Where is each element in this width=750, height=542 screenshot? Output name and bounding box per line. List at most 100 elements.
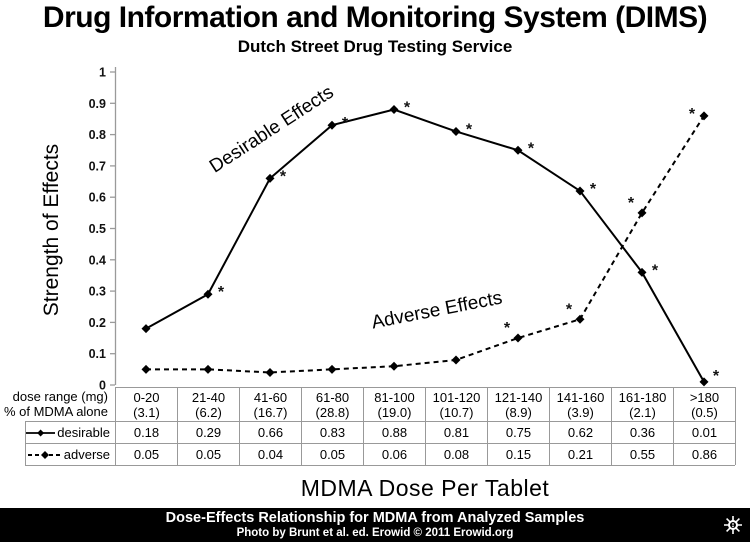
adverse-marker	[327, 364, 337, 374]
adverse-value-cell: 0.05	[319, 447, 346, 462]
adverse-value-cell: 0.08	[443, 447, 470, 462]
adverse-value-cell: 0.21	[567, 447, 594, 462]
dose-pct-value: (10.7)	[439, 404, 474, 420]
dose-range-value: 21-40	[191, 389, 226, 405]
table-border	[301, 387, 302, 465]
dose-pct-value: (3.1)	[133, 404, 160, 420]
desirable-value-cell: 0.36	[629, 425, 656, 440]
significance-asterisk: *	[713, 368, 720, 385]
adverse-value-cell: 0.05	[133, 447, 160, 462]
desirable-line	[145, 108, 705, 383]
pct-mdma-label: % of MDMA alone	[3, 404, 108, 419]
dose-range-value: 121-140	[494, 389, 543, 405]
page-subtitle: Dutch Street Drug Testing Service	[237, 37, 513, 56]
banner-credit: Photo by Brunt et al. ed. Erowid © 2011 …	[236, 527, 514, 539]
desirable-value-cell: 0.18	[133, 425, 160, 440]
erowid-sun-icon	[723, 515, 743, 535]
table-border	[363, 387, 364, 465]
desirable-marker	[637, 267, 647, 277]
desirable-value-cell: 0.81	[443, 425, 470, 440]
desirable-value-cell: 0.62	[567, 425, 594, 440]
significance-asterisk: *	[404, 100, 411, 117]
dose-row-header: dose range (mg) % of MDMA alone	[0, 387, 113, 421]
dose-column-header: 0-20 (3.1)	[116, 388, 177, 421]
adverse-marker	[389, 361, 399, 371]
dose-column-header: 61-80 (28.8)	[302, 388, 363, 421]
dose-pct-value: (19.0)	[377, 404, 412, 420]
dose-column-header: 101-120 (10.7)	[426, 388, 487, 421]
footer-banner: Dose-Effects Relationship for MDMA from …	[0, 508, 750, 542]
y-tick-label: 0.8	[89, 128, 106, 142]
significance-asterisk: *	[466, 121, 473, 138]
table-border	[487, 387, 488, 465]
adverse-marker	[451, 355, 461, 365]
dose-pct-value: (2.1)	[629, 404, 656, 420]
dose-column-header: >180 (0.5)	[674, 388, 735, 421]
dose-column-header: 161-180 (2.1)	[612, 388, 673, 421]
adverse-marker	[699, 111, 709, 121]
desirable-value-cell: 0.66	[257, 425, 284, 440]
significance-asterisk: *	[342, 115, 349, 132]
adverse-marker	[513, 333, 523, 343]
table-border	[25, 443, 735, 444]
y-axis-title: Strength of Effects	[40, 143, 63, 317]
desirable-marker	[575, 186, 585, 196]
significance-asterisk: *	[652, 262, 659, 279]
dose-range-value: 61-80	[315, 389, 350, 405]
adverse-legend: adverse	[26, 444, 114, 465]
table-border	[177, 387, 178, 465]
dose-range-value: 0-20	[133, 389, 160, 405]
desirable-value-cell: 0.88	[381, 425, 408, 440]
dose-range-value: >180	[689, 389, 720, 405]
desirable-value-cell: 0.75	[505, 425, 532, 440]
desirable-marker	[265, 173, 275, 183]
dose-column-header: 41-60 (16.7)	[240, 388, 301, 421]
desirable-marker	[203, 289, 213, 299]
adverse-marker	[141, 364, 151, 374]
y-tick-label: 1	[99, 66, 106, 80]
adverse-marker	[575, 314, 585, 324]
y-tick-label: 0.5	[89, 222, 106, 236]
adverse-marker	[265, 367, 275, 377]
table-border	[673, 387, 674, 465]
significance-asterisk: *	[590, 181, 597, 198]
dose-column-header: 81-100 (19.0)	[364, 388, 425, 421]
table-border	[611, 387, 612, 465]
adverse-value-cell: 0.55	[629, 447, 656, 462]
y-tick-label: 0.2	[89, 316, 106, 330]
banner-caption: Dose-Effects Relationship for MDMA from …	[165, 510, 585, 526]
page-title: Drug Information and Monitoring System (…	[42, 1, 708, 34]
dose-pct-value: (8.9)	[505, 404, 532, 420]
dose-column-header: 121-140 (8.9)	[488, 388, 549, 421]
table-border	[425, 387, 426, 465]
dose-table: dose range (mg) % of MDMA alone desirabl…	[0, 387, 750, 466]
y-tick-label: 0.9	[89, 97, 106, 111]
dose-range-label: dose range (mg)	[12, 389, 108, 404]
adverse-marker	[637, 208, 647, 218]
desirable-value-cell: 0.29	[195, 425, 222, 440]
line-chart-plot: 0 0.1 0.2 0.3 0.4 0.5 0.6 0.7 0.8 0.9 1 * * * * * * * * * * *…	[89, 66, 720, 393]
dose-range-value: 41-60	[253, 389, 288, 405]
table-border	[549, 387, 550, 465]
significance-asterisk: *	[280, 168, 287, 185]
dose-pct-value: (3.9)	[567, 404, 594, 420]
adverse-value-cell: 0.86	[691, 447, 718, 462]
adverse-value-cell: 0.05	[195, 447, 222, 462]
adverse-line-icon	[27, 450, 62, 459]
desirable-marker	[513, 145, 523, 155]
adverse-legend-label: adverse	[63, 447, 110, 462]
adverse-marker	[203, 364, 213, 374]
adverse-value-cell: 0.04	[257, 447, 284, 462]
desirable-marker	[699, 377, 709, 387]
y-tick-label: 0.3	[89, 285, 106, 299]
desirable-line-icon	[26, 429, 56, 436]
y-tick-label: 0.1	[89, 347, 106, 361]
significance-asterisk: *	[528, 140, 535, 157]
dose-range-value: 141-160	[556, 389, 605, 405]
dose-pct-value: (6.2)	[195, 404, 222, 420]
desirable-legend: desirable	[26, 422, 114, 443]
dose-pct-value: (0.5)	[691, 404, 718, 420]
table-border	[735, 387, 736, 465]
y-tick-label: 0.6	[89, 191, 106, 205]
